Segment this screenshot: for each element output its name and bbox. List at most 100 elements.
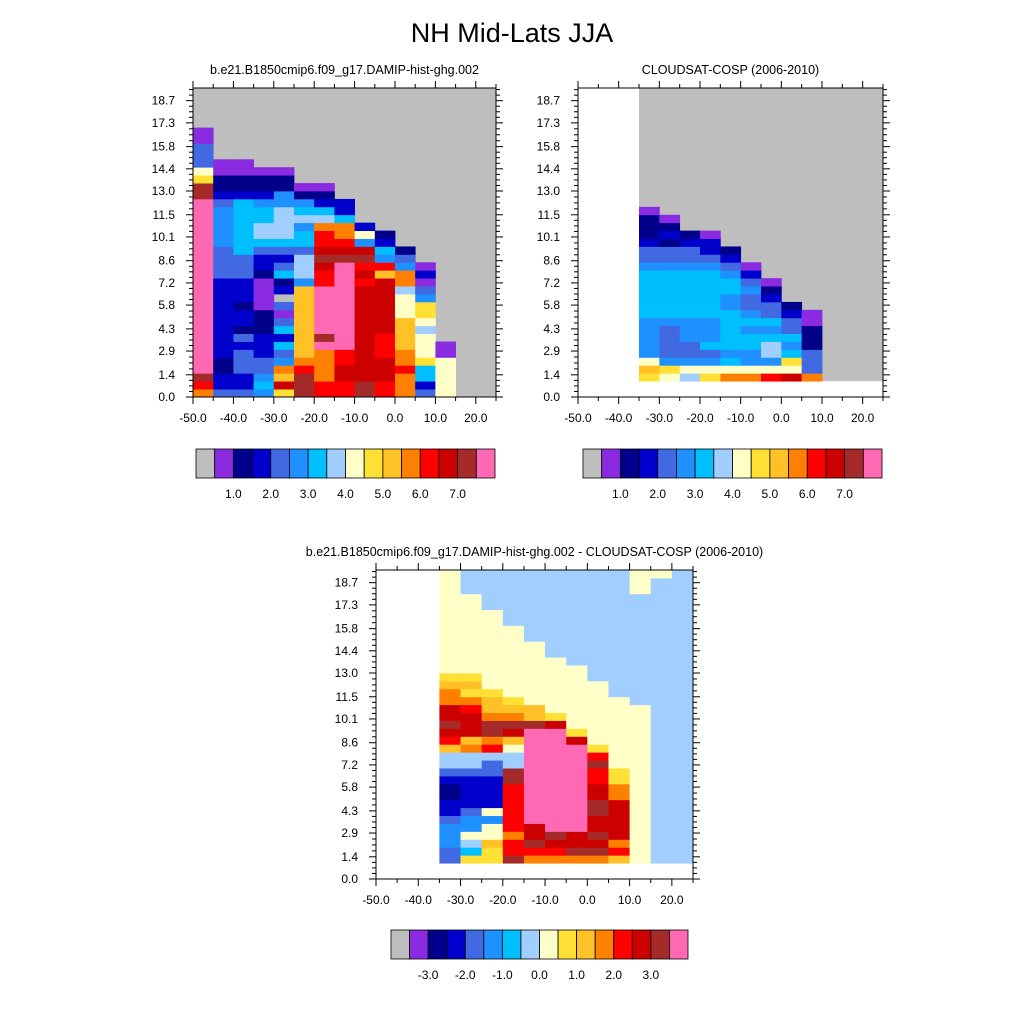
heatmap-cell xyxy=(671,593,694,611)
heatmap-cell xyxy=(700,341,721,350)
heatmap-cell xyxy=(679,254,701,263)
heatmap-cell xyxy=(700,365,721,374)
heatmap-cell xyxy=(395,286,416,295)
heatmap-cell xyxy=(213,365,234,374)
heatmap-cell xyxy=(523,657,546,666)
heatmap-cell xyxy=(502,760,525,769)
heatmap-cell xyxy=(193,349,214,358)
heatmap-cell xyxy=(314,238,335,247)
heatmap-cell xyxy=(659,254,681,263)
heatmap-cell xyxy=(415,317,436,327)
heatmap-cell xyxy=(314,294,335,303)
y-tick-label: 10.1 xyxy=(152,230,176,244)
heatmap-cell xyxy=(273,301,295,311)
heatmap-cell xyxy=(481,799,504,809)
colorbar-box xyxy=(638,448,659,479)
heatmap-cell xyxy=(523,736,546,745)
heatmap-cell xyxy=(395,357,416,366)
heatmap-cell xyxy=(415,270,436,279)
heatmap-cell xyxy=(435,373,456,382)
heatmap-cell xyxy=(273,349,295,358)
heatmap-cell xyxy=(608,744,630,753)
heatmap-cell xyxy=(587,728,609,737)
heatmap-cell xyxy=(354,381,376,390)
heatmap-cell xyxy=(679,278,701,287)
heatmap-cell xyxy=(193,183,214,192)
heatmap-cell xyxy=(639,341,660,350)
heatmap-cell xyxy=(439,609,461,626)
heatmap-cell xyxy=(314,389,335,398)
colorbar-box xyxy=(582,448,603,479)
heatmap-cell xyxy=(395,365,416,374)
heatmap-cell xyxy=(639,238,660,247)
heatmap-cell xyxy=(650,776,673,785)
heatmap-cell xyxy=(213,167,234,176)
heatmap-cell xyxy=(659,278,681,287)
heatmap-cell xyxy=(801,373,823,382)
heatmap-cell xyxy=(395,373,416,382)
heatmap-cell xyxy=(608,776,630,785)
colorbar-box xyxy=(694,448,715,479)
heatmap-cell xyxy=(253,262,275,271)
y-tick-label: 5.8 xyxy=(158,298,175,312)
colorbar-box xyxy=(427,929,448,960)
x-tick-label: -40.0 xyxy=(605,411,633,425)
heatmap-cell xyxy=(439,720,461,729)
colorbar-box xyxy=(601,448,621,479)
heatmap-cell xyxy=(671,768,694,777)
y-tick-label: 0.0 xyxy=(158,390,175,404)
heatmap-cell xyxy=(608,728,630,737)
heatmap-cell xyxy=(193,167,214,176)
heatmap-cell xyxy=(523,839,546,848)
heatmap-cell xyxy=(545,657,567,666)
heatmap-cell xyxy=(193,317,214,327)
colorbar-label: 4.0 xyxy=(724,487,741,501)
y-tick-label: 2.9 xyxy=(341,826,358,840)
y-tick-label: 15.8 xyxy=(335,622,359,636)
y-tick-label: 7.2 xyxy=(158,276,175,290)
colorbar-box xyxy=(769,448,789,479)
heatmap-cell xyxy=(334,294,355,303)
heatmap-cell xyxy=(314,333,335,342)
heatmap-cell xyxy=(460,593,483,611)
heatmap-cell xyxy=(566,625,588,642)
heatmap-cell xyxy=(213,270,234,279)
heatmap-cell xyxy=(566,641,588,650)
heatmap-cell xyxy=(608,625,630,642)
heatmap-cell xyxy=(213,222,234,232)
heatmap-cell xyxy=(761,301,782,311)
colorbar-box xyxy=(326,448,346,479)
heatmap-cell xyxy=(608,570,630,579)
heatmap-cell xyxy=(545,815,567,824)
heatmap-cell xyxy=(523,791,546,801)
heatmap-cell xyxy=(481,712,504,721)
heatmap-cell xyxy=(781,317,803,327)
heatmap-cell xyxy=(700,246,721,255)
heatmap-cell xyxy=(781,325,803,335)
x-tick-label: 0.0 xyxy=(773,411,790,425)
heatmap-cell xyxy=(415,381,436,390)
heatmap-cell xyxy=(354,222,376,232)
heatmap-cell xyxy=(545,720,567,729)
heatmap-cell xyxy=(233,317,254,327)
heatmap-cell xyxy=(233,389,254,398)
heatmap-cell xyxy=(671,712,694,721)
heatmap-cell xyxy=(700,333,721,342)
x-tick-label: -50.0 xyxy=(564,411,592,425)
x-tick-label: -10.0 xyxy=(727,411,755,425)
heatmap-cell xyxy=(435,341,456,350)
colorbar-label: 1.0 xyxy=(568,968,585,982)
heatmap-cell xyxy=(679,262,701,271)
heatmap-cell xyxy=(566,696,588,706)
colorbar-label: 4.0 xyxy=(337,487,354,501)
heatmap-cell xyxy=(481,673,504,682)
heatmap-cell xyxy=(395,294,416,303)
heatmap-cell xyxy=(781,349,803,358)
heatmap-cell xyxy=(523,649,546,658)
heatmap-cell xyxy=(566,609,588,626)
heatmap-cell xyxy=(314,381,335,390)
y-tick-label: 4.3 xyxy=(341,804,358,818)
heatmap-cell xyxy=(439,577,461,595)
heatmap-cell xyxy=(671,815,694,824)
